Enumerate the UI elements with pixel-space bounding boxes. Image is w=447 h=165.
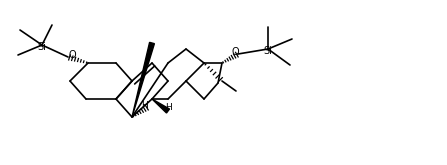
- Text: H: H: [164, 102, 171, 112]
- Text: Si: Si: [38, 42, 46, 52]
- Text: H: H: [141, 100, 148, 110]
- Text: O: O: [231, 47, 239, 57]
- Text: Si: Si: [264, 46, 272, 56]
- Text: O: O: [68, 50, 76, 60]
- Polygon shape: [152, 99, 169, 113]
- Polygon shape: [132, 42, 154, 117]
